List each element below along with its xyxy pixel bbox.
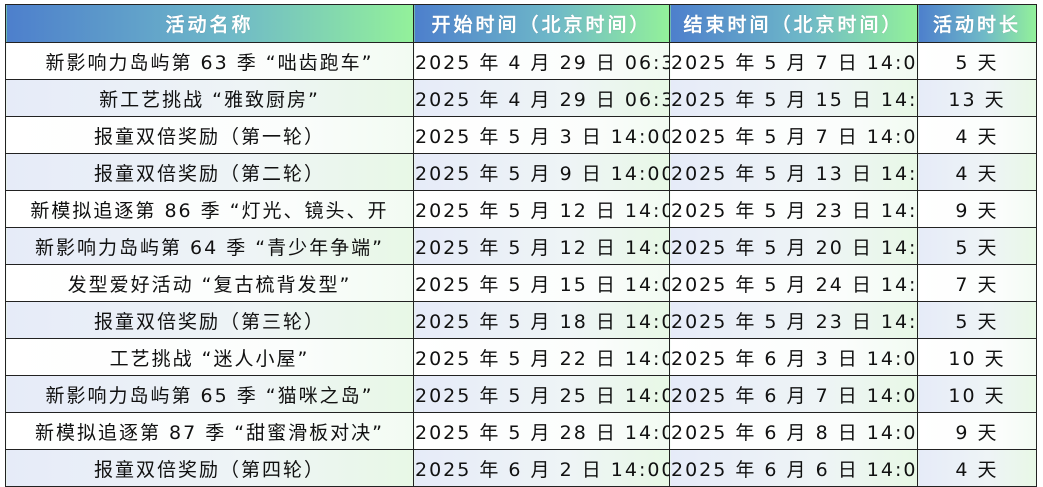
table-row: 发型爱好活动 “复古梳背发型” 2025 年 5 月 15 日 14:00 2025…	[5, 264, 1037, 302]
table-row: 报童双倍奖励（第二轮） 2025 年 5 月 9 日 14:00 2025 年 5 …	[5, 153, 1037, 191]
start-time-cell: 2025 年 5 月 3 日 14:00	[413, 116, 670, 154]
start-time-cell: 2025 年 5 月 12 日 14:00	[413, 190, 670, 228]
duration-cell: 9 天	[917, 190, 1037, 228]
end-time-cell: 2025 年 6 月 3 日 14:00	[669, 338, 918, 376]
duration-cell: 5 天	[917, 227, 1037, 265]
end-time-cell: 2025 年 5 月 7 日 14:00	[669, 42, 918, 80]
end-time-cell: 2025 年 5 月 23 日 14:00	[669, 301, 918, 339]
event-name-cell: 报童双倍奖励（第四轮）	[5, 449, 414, 487]
event-name-cell: 新影响力岛屿第 64 季 “青少年争端”	[5, 227, 414, 265]
end-time-cell: 2025 年 6 月 7 日 14:00	[669, 375, 918, 413]
duration-cell: 4 天	[917, 153, 1037, 191]
header-start-time: 开始时间（北京时间）	[413, 4, 670, 43]
start-time-cell: 2025 年 4 月 29 日 06:30	[413, 79, 670, 117]
end-time-cell: 2025 年 5 月 15 日 14:00	[669, 79, 918, 117]
start-time-cell: 2025 年 5 月 18 日 14:00	[413, 301, 670, 339]
end-time-cell: 2025 年 6 月 8 日 14:00	[669, 412, 918, 450]
duration-cell: 5 天	[917, 42, 1037, 80]
table-row: 新模拟追逐第 87 季 “甜蜜滑板对决” 2025 年 5 月 28 日 14:0…	[5, 412, 1037, 450]
header-event-name: 活动名称	[5, 4, 414, 43]
table-row: 新影响力岛屿第 64 季 “青少年争端” 2025 年 5 月 12 日 14:0…	[5, 227, 1037, 265]
start-time-cell: 2025 年 5 月 12 日 14:00	[413, 227, 670, 265]
event-name-cell: 新影响力岛屿第 63 季 “咄齿跑车”	[5, 42, 414, 80]
duration-cell: 5 天	[917, 301, 1037, 339]
table-row: 工艺挑战 “迷人小屋” 2025 年 5 月 22 日 14:00 2025 年 6…	[5, 338, 1037, 376]
end-time-cell: 2025 年 5 月 24 日 14:00	[669, 264, 918, 302]
table-row: 新模拟追逐第 86 季 “灯光、镜头、开 2025 年 5 月 12 日 14:0…	[5, 190, 1037, 228]
header-end-time: 结束时间（北京时间）	[669, 4, 918, 43]
end-time-cell: 2025 年 5 月 20 日 14:00	[669, 227, 918, 265]
start-time-cell: 2025 年 4 月 29 日 06:30	[413, 42, 670, 80]
event-name-cell: 发型爱好活动 “复古梳背发型”	[5, 264, 414, 302]
table-row: 报童双倍奖励（第一轮） 2025 年 5 月 3 日 14:00 2025 年 5 …	[5, 116, 1037, 154]
end-time-cell: 2025 年 5 月 7 日 14:00	[669, 116, 918, 154]
end-time-cell: 2025 年 5 月 13 日 14:00	[669, 153, 918, 191]
duration-cell: 4 天	[917, 116, 1037, 154]
end-time-cell: 2025 年 5 月 23 日 14:00	[669, 190, 918, 228]
end-time-cell: 2025 年 6 月 6 日 14:00	[669, 449, 918, 487]
start-time-cell: 2025 年 5 月 28 日 14:00	[413, 412, 670, 450]
header-duration: 活动时长	[917, 4, 1037, 43]
duration-cell: 10 天	[917, 375, 1037, 413]
table-row: 新影响力岛屿第 63 季 “咄齿跑车” 2025 年 4 月 29 日 06:30…	[5, 42, 1037, 80]
event-name-cell: 报童双倍奖励（第一轮）	[5, 116, 414, 154]
event-name-cell: 新模拟追逐第 86 季 “灯光、镜头、开	[5, 190, 414, 228]
event-name-cell: 新模拟追逐第 87 季 “甜蜜滑板对决”	[5, 412, 414, 450]
start-time-cell: 2025 年 5 月 22 日 14:00	[413, 338, 670, 376]
start-time-cell: 2025 年 5 月 15 日 14:00	[413, 264, 670, 302]
start-time-cell: 2025 年 6 月 2 日 14:00	[413, 449, 670, 487]
duration-cell: 13 天	[917, 79, 1037, 117]
table-row: 报童双倍奖励（第三轮） 2025 年 5 月 18 日 14:00 2025 年 5…	[5, 301, 1037, 339]
table-row: 报童双倍奖励（第四轮） 2025 年 6 月 2 日 14:00 2025 年 6 …	[5, 449, 1037, 487]
event-name-cell: 新影响力岛屿第 65 季 “猫咪之岛”	[5, 375, 414, 413]
duration-cell: 10 天	[917, 338, 1037, 376]
event-name-cell: 报童双倍奖励（第二轮）	[5, 153, 414, 191]
event-name-cell: 报童双倍奖励（第三轮）	[5, 301, 414, 339]
start-time-cell: 2025 年 5 月 25 日 14:00	[413, 375, 670, 413]
table-row: 新工艺挑战 “雅致厨房” 2025 年 4 月 29 日 06:30 2025 年 …	[5, 79, 1037, 117]
event-name-cell: 工艺挑战 “迷人小屋”	[5, 338, 414, 376]
duration-cell: 7 天	[917, 264, 1037, 302]
header-row: 活动名称 开始时间（北京时间） 结束时间（北京时间） 活动时长	[5, 4, 1037, 43]
duration-cell: 9 天	[917, 412, 1037, 450]
start-time-cell: 2025 年 5 月 9 日 14:00	[413, 153, 670, 191]
duration-cell: 4 天	[917, 449, 1037, 487]
event-schedule-table: 活动名称 开始时间（北京时间） 结束时间（北京时间） 活动时长 新影响力岛屿第 …	[5, 4, 1037, 487]
table-row: 新影响力岛屿第 65 季 “猫咪之岛” 2025 年 5 月 25 日 14:00…	[5, 375, 1037, 413]
event-name-cell: 新工艺挑战 “雅致厨房”	[5, 79, 414, 117]
